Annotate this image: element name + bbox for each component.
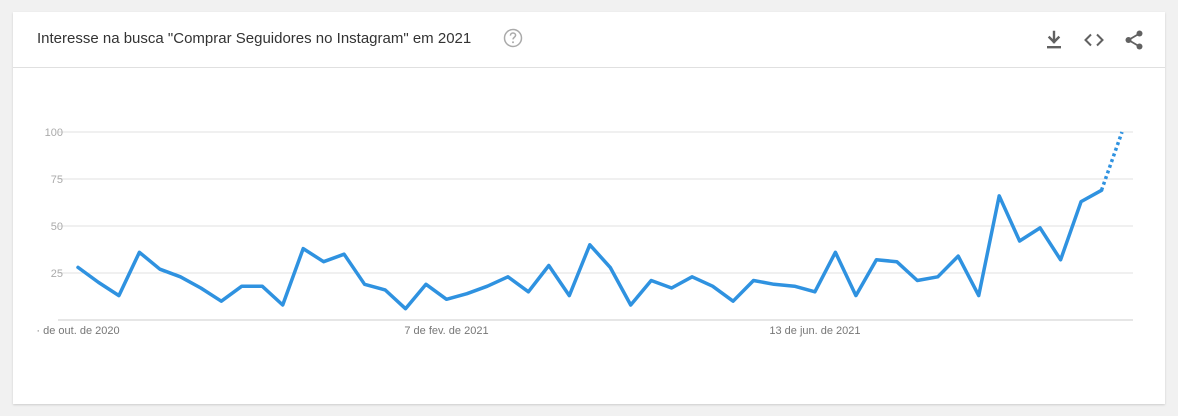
x-tick-label: · de out. de 2020 (36, 325, 119, 337)
embed-code-icon[interactable] (1082, 28, 1106, 52)
download-icon[interactable] (1042, 28, 1066, 52)
chart-title: Interesse na busca "Comprar Seguidores n… (37, 30, 472, 47)
x-tick-label: 13 de jun. de 2021 (769, 325, 860, 337)
card-header: Interesse na busca "Comprar Seguidores n… (13, 12, 1165, 68)
chart-card: Interesse na busca "Comprar Seguidores n… (13, 12, 1165, 404)
x-tick-label: 7 de fev. de 2021 (404, 325, 488, 337)
y-tick-label: 75 (51, 174, 63, 186)
chart-area: 25 50 75 100 · de out. de 2020 7 de fev. de 2… (13, 68, 1165, 404)
y-tick-label: 25 (51, 268, 63, 280)
series-line-partial (1099, 131, 1124, 191)
series-line (76, 188, 1104, 311)
help-circle-icon[interactable] (503, 28, 523, 48)
share-icon[interactable] (1122, 28, 1146, 52)
line-chart: 25 50 75 100 · de out. de 2020 7 de fev. de 2… (36, 127, 1133, 337)
y-tick-label: 100 (45, 127, 63, 139)
y-tick-label: 50 (51, 221, 63, 233)
